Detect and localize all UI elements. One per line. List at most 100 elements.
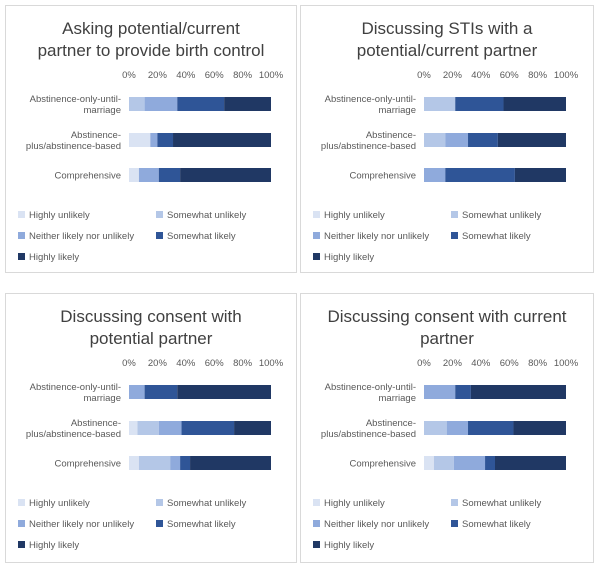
bar-segment <box>224 97 271 111</box>
legend-swatch <box>18 499 25 506</box>
legend-label: Highly unlikely <box>324 498 385 509</box>
category-label: Abstinence- <box>366 418 416 429</box>
legend-label: Highly likely <box>324 540 374 551</box>
legend-swatch <box>18 541 25 548</box>
bar-segment <box>514 168 566 182</box>
category-label: Abstinence- <box>366 130 416 141</box>
bar-segment <box>424 421 447 435</box>
legend-swatch <box>156 499 163 506</box>
category-label: Abstinence-only-until- <box>325 94 416 105</box>
category-label: Abstinence-only-until- <box>30 94 121 105</box>
bar-segment <box>424 133 446 147</box>
legend-label: Somewhat unlikely <box>167 498 246 509</box>
legend-label: Highly unlikely <box>29 210 90 221</box>
bar-segment <box>497 133 566 147</box>
chart-panel-stis: Discussing STIs with a potential/current… <box>300 5 594 273</box>
category-label: Comprehensive <box>54 459 121 470</box>
category-label: Comprehensive <box>349 459 416 470</box>
legend-label: Neither likely nor unlikely <box>29 231 134 242</box>
bar-segment <box>424 385 456 399</box>
bar-segment <box>129 168 139 182</box>
category-label: Abstinence- <box>71 418 121 429</box>
category-label: Abstinence-only-until- <box>30 382 121 393</box>
x-tick-label: 80% <box>233 70 253 81</box>
bar-segment <box>181 421 235 435</box>
bar-segment <box>424 456 434 470</box>
bar-segment <box>424 97 456 111</box>
bar-segment <box>129 385 145 399</box>
legend-swatch <box>313 541 320 548</box>
x-tick-label: 80% <box>528 358 548 369</box>
bar-segment <box>180 456 191 470</box>
x-tick-label: 0% <box>122 358 136 369</box>
bar-segment <box>129 456 139 470</box>
legend-swatch <box>156 232 163 239</box>
legend-label: Neither likely nor unlikely <box>324 231 429 242</box>
x-tick-label: 40% <box>471 358 491 369</box>
chart-title-line: potential/current partner <box>356 41 538 60</box>
x-tick-label: 60% <box>205 358 225 369</box>
chart-title: Discussing consent with potential partne… <box>6 306 296 350</box>
x-tick-label: 60% <box>205 70 225 81</box>
x-tick-label: 100% <box>554 70 579 81</box>
bar-segment <box>144 97 178 111</box>
category-label: marriage <box>84 105 122 116</box>
chart-title-line: Asking potential/current <box>62 19 240 38</box>
category-label: plus/abstinence-based <box>26 141 121 152</box>
legend-swatch <box>18 520 25 527</box>
bar-segment <box>453 456 486 470</box>
bar-segment <box>445 168 515 182</box>
category-label: marriage <box>379 105 417 116</box>
bar-segment <box>446 421 469 435</box>
legend-label: Highly unlikely <box>324 210 385 221</box>
bar-segment <box>468 133 498 147</box>
legend-label: Somewhat unlikely <box>167 210 246 221</box>
bar-segment <box>137 421 159 435</box>
bar-segment <box>455 385 471 399</box>
legend-swatch <box>313 211 320 218</box>
legend-label: Somewhat unlikely <box>462 498 541 509</box>
bar-segment <box>503 97 566 111</box>
bar-segment <box>424 168 446 182</box>
legend-swatch <box>18 211 25 218</box>
bar-segment <box>158 421 182 435</box>
bar-segment <box>157 133 174 147</box>
bar-segment <box>173 133 271 147</box>
bar-segment <box>129 421 138 435</box>
bar-segment <box>138 168 159 182</box>
bar-segment <box>455 97 504 111</box>
bar-segment <box>177 385 271 399</box>
legend-label: Highly likely <box>29 540 79 551</box>
category-label: Comprehensive <box>349 171 416 182</box>
chart-panel-consent-current: Discussing consent with current partner … <box>300 293 594 563</box>
bar-segment <box>150 133 158 147</box>
category-label: Comprehensive <box>54 171 121 182</box>
x-tick-label: 20% <box>148 70 168 81</box>
chart-title-line: Discussing STIs with a <box>361 19 533 38</box>
chart-title-line: partner <box>420 329 474 348</box>
chart-title: Asking potential/current partner to prov… <box>6 18 296 62</box>
x-tick-label: 80% <box>233 358 253 369</box>
chart-title-line: Discussing consent with current <box>327 307 567 326</box>
x-tick-label: 0% <box>417 70 431 81</box>
legend-swatch <box>313 520 320 527</box>
legend-label: Somewhat unlikely <box>462 210 541 221</box>
bar-segment <box>190 456 271 470</box>
category-label: Abstinence- <box>71 130 121 141</box>
bar-segment <box>180 168 271 182</box>
legend-swatch <box>18 253 25 260</box>
x-tick-label: 0% <box>417 358 431 369</box>
category-label: plus/abstinence-based <box>321 429 416 440</box>
legend-label: Somewhat likely <box>167 231 236 242</box>
stacked-bar-chart: 0% 20% 40% 60% 80% 100% Abstinence-only-until-… <box>313 358 579 551</box>
bar-segment <box>495 456 566 470</box>
legend-label: Highly unlikely <box>29 498 90 509</box>
category-label: marriage <box>84 393 122 404</box>
legend-label: Highly likely <box>29 252 79 263</box>
legend-swatch <box>313 232 320 239</box>
legend-label: Neither likely nor unlikely <box>324 519 429 530</box>
bar-segment <box>234 421 271 435</box>
x-tick-label: 100% <box>554 358 579 369</box>
legend-label: Somewhat likely <box>167 519 236 530</box>
bar-segment <box>433 456 454 470</box>
